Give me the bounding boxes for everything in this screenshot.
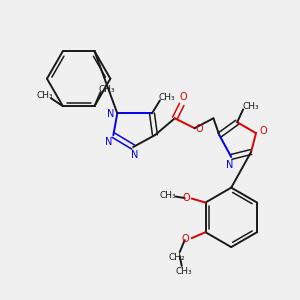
Text: O: O [183,193,190,202]
Text: CH₃: CH₃ [176,267,192,276]
Text: N: N [107,109,114,119]
Text: CH₃: CH₃ [243,102,260,111]
Text: N: N [131,150,139,160]
Text: O: O [259,126,267,136]
Text: CH₃: CH₃ [158,93,175,102]
Text: CH₃: CH₃ [160,191,176,200]
Text: O: O [180,92,188,103]
Text: O: O [196,124,203,134]
Text: CH₃: CH₃ [37,91,53,100]
Text: CH₂: CH₂ [169,254,185,262]
Text: O: O [182,234,190,244]
Text: N: N [226,160,233,170]
Text: CH₃: CH₃ [98,85,115,94]
Text: N: N [105,137,112,147]
